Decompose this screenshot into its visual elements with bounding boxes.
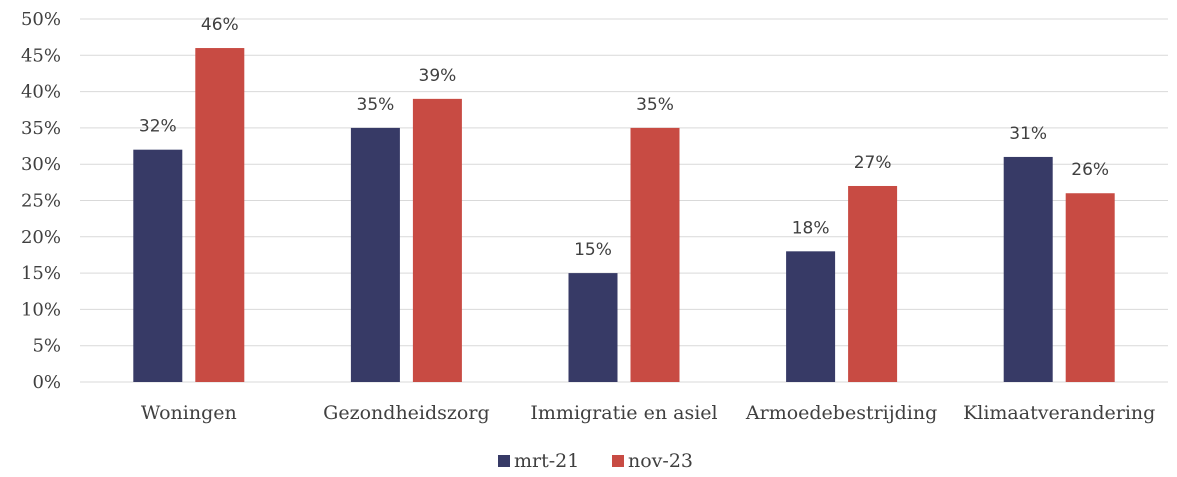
bar-mrt-21-1 xyxy=(350,127,400,383)
data-label: 15% xyxy=(574,240,612,260)
data-label: 32% xyxy=(139,117,177,137)
bar-mrt-21-2 xyxy=(568,273,618,382)
bar-nov-23-0 xyxy=(195,48,245,382)
y-tick-label: 50% xyxy=(21,9,61,30)
bar-nov-23-4 xyxy=(1065,193,1115,382)
gridlines xyxy=(80,18,1168,383)
y-tick-label: 15% xyxy=(21,263,61,284)
bar-nov-23-1 xyxy=(412,98,462,383)
legend-item-mrt-21: mrt-21 xyxy=(498,450,579,472)
data-label: 39% xyxy=(419,66,457,86)
legend-swatch xyxy=(612,455,624,467)
bar-mrt-21-4 xyxy=(1003,156,1053,382)
y-tick-label: 5% xyxy=(32,336,61,357)
y-tick-label: 45% xyxy=(21,45,61,66)
y-tick-label: 35% xyxy=(21,118,61,139)
y-axis-tick-labels: 0% 5% 10% 15% 20% 25% 30% 35% 40% 45% 50% xyxy=(21,9,61,393)
data-label: 35% xyxy=(357,95,395,115)
y-tick-label: 40% xyxy=(21,82,61,103)
bar-mrt-21-3 xyxy=(786,251,836,382)
x-category-label: Gezondheidszorg xyxy=(323,402,489,424)
legend-item-nov-23: nov-23 xyxy=(612,450,693,472)
legend-swatch xyxy=(498,455,510,467)
y-tick-label: 30% xyxy=(21,154,61,175)
x-category-label: Armoedebestrijding xyxy=(745,402,937,424)
y-tick-label: 10% xyxy=(21,299,61,320)
legend-label: mrt-21 xyxy=(514,450,579,472)
legend-label: nov-23 xyxy=(628,450,693,472)
y-tick-label: 25% xyxy=(21,191,61,212)
data-label: 18% xyxy=(792,218,830,238)
legend: mrt-21 nov-23 xyxy=(498,450,693,472)
bar-mrt-21-0 xyxy=(133,149,183,382)
y-tick-label: 0% xyxy=(32,372,61,393)
bars xyxy=(133,48,1115,383)
y-tick-label: 20% xyxy=(21,227,61,248)
data-labels: 32% 46% 35% 39% 15% 35% 18% 27% 31% 26% xyxy=(139,15,1109,260)
x-category-label: Woningen xyxy=(141,402,237,424)
bar-nov-23-2 xyxy=(630,127,680,383)
x-axis-category-labels: Woningen Gezondheidszorg Immigratie en asi… xyxy=(141,402,1155,424)
data-label: 27% xyxy=(854,153,892,173)
data-label: 46% xyxy=(201,15,239,35)
bar-nov-23-3 xyxy=(848,185,898,382)
x-category-label: Klimaatverandering xyxy=(963,402,1155,424)
x-category-label: Immigratie en asiel xyxy=(530,402,717,424)
data-label: 26% xyxy=(1071,160,1109,180)
data-label: 31% xyxy=(1009,124,1047,144)
data-label: 35% xyxy=(636,95,674,115)
